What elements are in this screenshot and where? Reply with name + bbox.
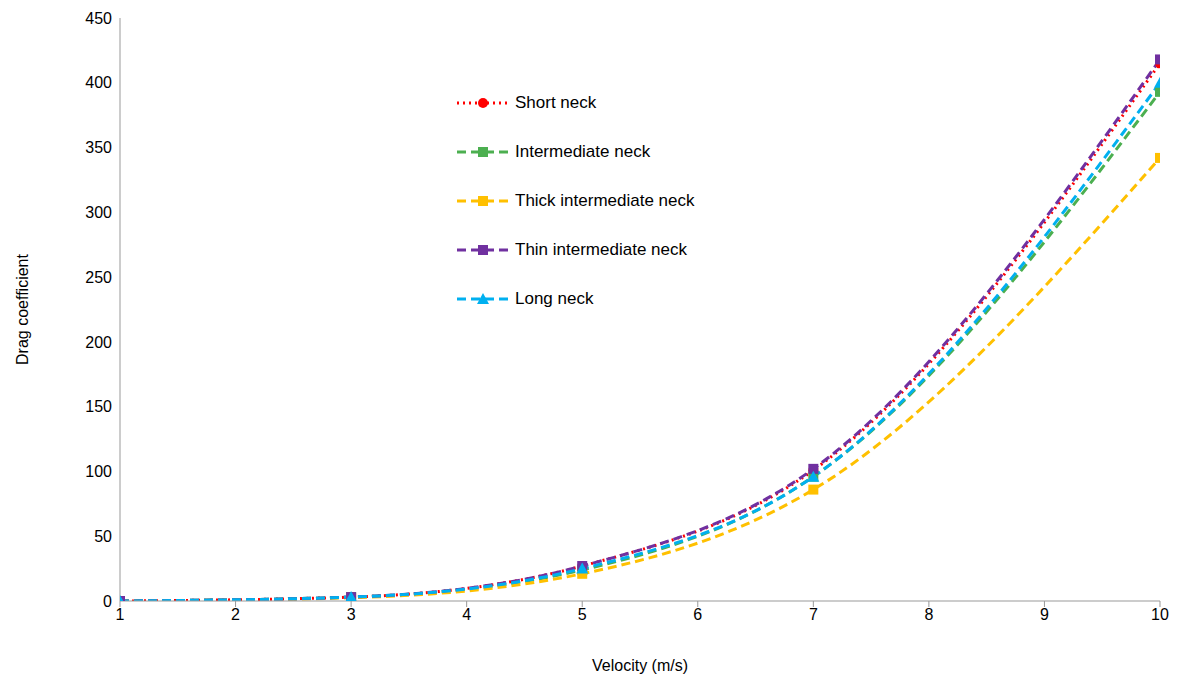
svg-text:Velocity (m/s): Velocity (m/s): [592, 657, 688, 674]
svg-text:8: 8: [924, 606, 933, 623]
svg-text:50: 50: [94, 528, 112, 545]
svg-text:1: 1: [116, 606, 125, 623]
svg-text:2: 2: [231, 606, 240, 623]
svg-text:9: 9: [1040, 606, 1049, 623]
html-text:Thin intermediate neck: Thin intermediate neck: [515, 239, 687, 259]
svg-text:450: 450: [85, 10, 112, 27]
svg-text:3: 3: [347, 606, 356, 623]
html-text:Thick intermediate neck: Thick intermediate neck: [515, 190, 695, 210]
svg-text:350: 350: [85, 139, 112, 156]
svg-text:400: 400: [85, 74, 112, 91]
svg-text:5: 5: [578, 606, 587, 623]
svg-text:0: 0: [103, 593, 112, 610]
html-text:Short neck: Short neck: [515, 92, 597, 112]
svg-text:7: 7: [809, 606, 818, 623]
svg-text:4: 4: [462, 606, 471, 623]
svg-text:10: 10: [1151, 606, 1169, 623]
html-text:Intermediate neck: Intermediate neck: [515, 141, 651, 161]
svg-text:6: 6: [693, 606, 702, 623]
html-text:Long neck: Long neck: [515, 288, 594, 308]
svg-text:100: 100: [85, 463, 112, 480]
svg-text:Drag coefficient: Drag coefficient: [14, 254, 31, 365]
svg-text:250: 250: [85, 269, 112, 286]
svg-text:150: 150: [85, 398, 112, 415]
svg-text:300: 300: [85, 204, 112, 221]
svg-text:200: 200: [85, 334, 112, 351]
